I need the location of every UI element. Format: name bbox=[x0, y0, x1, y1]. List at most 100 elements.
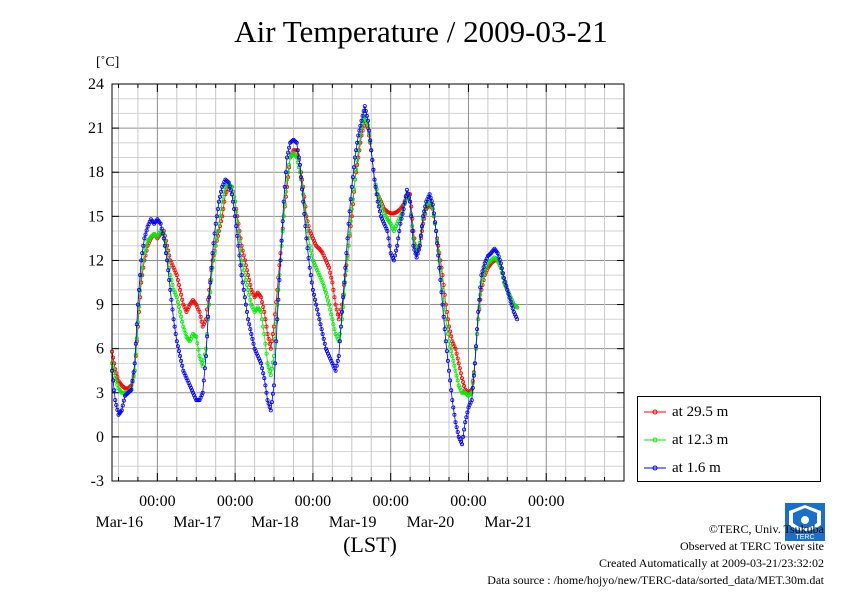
data-point bbox=[308, 248, 313, 253]
data-point bbox=[458, 371, 463, 376]
data-point bbox=[430, 202, 435, 207]
data-point bbox=[337, 339, 342, 344]
data-point bbox=[182, 327, 187, 332]
data-point bbox=[298, 175, 303, 180]
data-point bbox=[135, 302, 140, 307]
data-point bbox=[276, 287, 281, 292]
data-point bbox=[470, 385, 475, 390]
data-point bbox=[156, 232, 161, 237]
data-point bbox=[387, 243, 392, 248]
data-point bbox=[375, 199, 380, 204]
data-point bbox=[167, 277, 172, 282]
series-1 bbox=[110, 114, 520, 398]
data-point bbox=[260, 300, 265, 305]
data-point bbox=[232, 206, 237, 211]
data-point bbox=[323, 290, 328, 295]
data-point bbox=[448, 344, 453, 349]
data-point bbox=[386, 236, 391, 241]
observed-text: Observed at TERC Tower site bbox=[679, 539, 824, 553]
data-point bbox=[515, 317, 520, 322]
data-point bbox=[477, 304, 482, 309]
legend-item-12-3m: at 12.3 m bbox=[644, 431, 728, 449]
data-point bbox=[364, 113, 369, 118]
data-point bbox=[267, 341, 272, 346]
data-point bbox=[463, 420, 468, 425]
x-tick-time-label: 00:00 bbox=[295, 493, 331, 510]
data-point bbox=[286, 170, 291, 175]
data-point bbox=[248, 297, 253, 302]
data-point bbox=[437, 265, 442, 270]
data-point bbox=[241, 287, 246, 292]
data-point bbox=[248, 327, 253, 332]
data-point bbox=[338, 324, 343, 329]
data-point bbox=[371, 167, 376, 172]
data-point bbox=[414, 255, 419, 260]
data-point bbox=[370, 157, 375, 162]
data-point bbox=[450, 398, 455, 403]
data-point bbox=[457, 366, 462, 371]
data-point bbox=[416, 247, 421, 252]
data-point bbox=[335, 358, 340, 363]
data-point bbox=[216, 199, 221, 204]
data-point bbox=[452, 363, 457, 368]
data-point bbox=[495, 251, 500, 256]
data-point bbox=[179, 358, 184, 363]
data-point bbox=[240, 248, 245, 253]
data-point bbox=[112, 361, 117, 366]
data-point bbox=[443, 339, 448, 344]
data-point bbox=[213, 221, 218, 226]
data-point bbox=[439, 290, 444, 295]
data-point bbox=[268, 408, 273, 413]
data-point bbox=[202, 366, 207, 371]
data-point bbox=[401, 206, 406, 211]
data-point bbox=[178, 287, 183, 292]
data-point bbox=[311, 292, 316, 297]
data-point bbox=[398, 221, 403, 226]
data-point bbox=[235, 233, 240, 238]
legend-item-29-5m: at 29.5 m bbox=[644, 403, 728, 421]
data-point bbox=[158, 221, 163, 226]
data-point bbox=[325, 298, 330, 303]
data-point bbox=[329, 275, 334, 280]
data-point bbox=[308, 273, 313, 278]
data-point bbox=[444, 324, 449, 329]
data-point bbox=[144, 228, 149, 233]
data-point bbox=[287, 162, 292, 167]
data-point bbox=[259, 295, 264, 300]
y-tick-label: 12 bbox=[88, 252, 104, 269]
data-point bbox=[454, 351, 459, 356]
data-point bbox=[279, 238, 284, 243]
legend-swatch-green bbox=[644, 437, 666, 443]
series-group bbox=[110, 104, 520, 447]
data-point bbox=[214, 236, 219, 241]
data-point bbox=[431, 211, 436, 216]
data-point bbox=[181, 324, 186, 329]
data-point bbox=[141, 243, 146, 248]
data-point bbox=[409, 204, 414, 209]
data-point bbox=[469, 390, 474, 395]
data-point bbox=[212, 231, 217, 236]
data-point bbox=[350, 197, 355, 202]
data-point bbox=[397, 228, 402, 233]
data-point bbox=[473, 344, 478, 349]
data-point bbox=[166, 268, 171, 273]
data-point bbox=[469, 398, 474, 403]
data-point bbox=[499, 266, 504, 271]
data-point bbox=[115, 375, 120, 380]
data-point bbox=[408, 199, 413, 204]
data-point bbox=[115, 382, 120, 387]
legend-label: at 1.6 m bbox=[672, 459, 721, 476]
data-point bbox=[449, 388, 454, 393]
data-point bbox=[478, 285, 483, 290]
data-point bbox=[222, 199, 227, 204]
data-point bbox=[415, 251, 420, 256]
data-point bbox=[360, 113, 365, 118]
data-point bbox=[241, 268, 246, 273]
y-tick-label: 6 bbox=[96, 341, 104, 358]
data-point bbox=[412, 247, 417, 252]
legend-swatch-blue bbox=[644, 465, 666, 471]
data-point bbox=[269, 366, 274, 371]
data-point bbox=[350, 175, 355, 180]
data-point bbox=[233, 199, 238, 204]
